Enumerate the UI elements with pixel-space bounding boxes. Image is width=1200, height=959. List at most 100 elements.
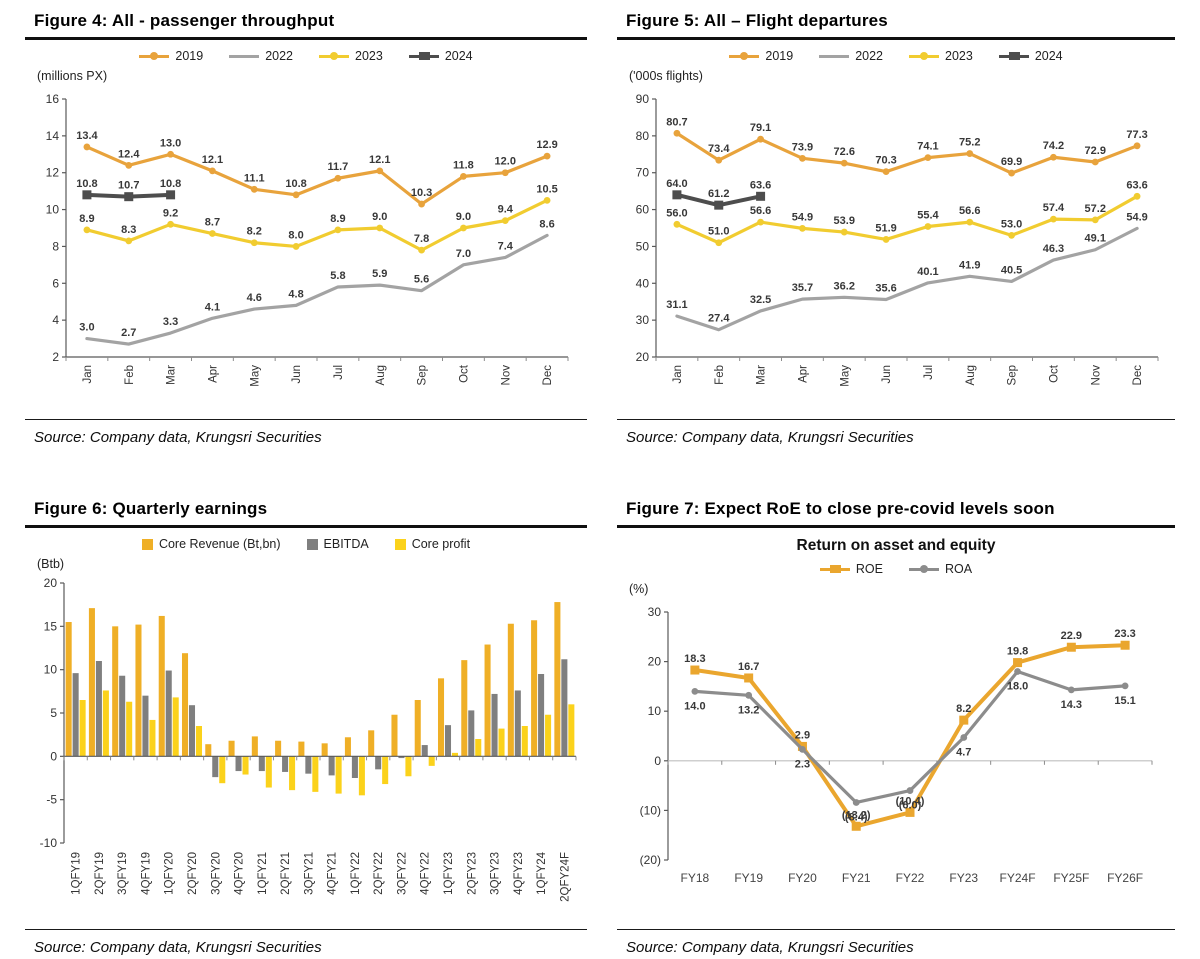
svg-text:8: 8	[52, 239, 59, 253]
svg-text:10: 10	[46, 203, 60, 217]
figure7-source-divider	[617, 929, 1175, 930]
chart-title: Return on asset and equity	[796, 537, 996, 554]
svg-text:12.9: 12.9	[536, 139, 557, 151]
svg-text:FY18: FY18	[681, 871, 710, 885]
legend-line-icon	[139, 52, 170, 60]
svg-text:4.1: 4.1	[205, 301, 220, 313]
svg-text:Dec: Dec	[1132, 365, 1144, 386]
chart-plot: 16 14 12 10 8 6 4 2 Jan Feb Mar Apr May Jun Jul Aug Sep O…	[46, 92, 569, 387]
legend-item-roe: ROE	[819, 562, 883, 576]
legend-line-icon	[819, 54, 850, 58]
svg-text:1QFY20: 1QFY20	[164, 852, 176, 895]
svg-text:5.6: 5.6	[414, 274, 429, 286]
svg-text:70: 70	[636, 166, 650, 180]
legend-line-icon	[998, 51, 1029, 60]
legend-label: 2024	[444, 49, 473, 63]
legend-item-2024: 2024	[408, 49, 473, 63]
svg-text:72.9: 72.9	[1085, 145, 1106, 157]
svg-text:1QFY23: 1QFY23	[443, 852, 455, 895]
svg-text:31.1: 31.1	[666, 299, 687, 311]
figure5-title-underline	[617, 37, 1175, 40]
figure6-panel: Figure 6: Quarterly earnings Core Revenu…	[25, 496, 587, 956]
svg-text:19.8: 19.8	[1007, 646, 1028, 658]
svg-text:57.4: 57.4	[1043, 202, 1065, 214]
legend-label: 2023	[945, 49, 973, 63]
svg-text:13.2: 13.2	[738, 704, 759, 716]
svg-text:Jul: Jul	[923, 365, 935, 380]
svg-text:12.0: 12.0	[495, 156, 516, 168]
svg-text:5: 5	[50, 706, 57, 720]
figure5-source-note: Source: Company data, Krungsri Securitie…	[626, 429, 914, 446]
svg-text:50: 50	[636, 239, 650, 253]
svg-text:2.7: 2.7	[121, 327, 136, 339]
svg-text:64.0: 64.0	[666, 178, 687, 190]
svg-text:FY20: FY20	[788, 871, 817, 885]
svg-text:(20): (20)	[640, 853, 661, 867]
svg-text:49.1: 49.1	[1085, 233, 1106, 245]
svg-text:Jun: Jun	[881, 365, 893, 384]
svg-text:9.0: 9.0	[372, 211, 387, 223]
legend-line-icon	[319, 52, 349, 60]
legend-label: Core Revenue (Bt,bn)	[158, 537, 281, 551]
legend-line-icon	[909, 565, 939, 573]
svg-text:Oct: Oct	[1048, 364, 1060, 383]
svg-text:Oct: Oct	[458, 364, 470, 383]
svg-text:75.2: 75.2	[959, 137, 980, 149]
svg-text:1QFY19: 1QFY19	[71, 852, 83, 895]
svg-text:10: 10	[44, 663, 58, 677]
svg-text:12.4: 12.4	[118, 148, 140, 160]
legend-swatch-icon	[306, 538, 318, 550]
svg-text:4QFY23: 4QFY23	[513, 852, 525, 895]
svg-text:Feb: Feb	[714, 365, 726, 385]
svg-text:30: 30	[648, 605, 662, 619]
svg-text:32.5: 32.5	[750, 294, 771, 306]
svg-text:7.8: 7.8	[414, 233, 429, 245]
legend-label: 2022	[855, 49, 883, 63]
chart-plot: 90 80 70 60 50 40 30 20 Jan Feb Mar Apr May Jun Jul Aug…	[636, 92, 1159, 387]
svg-text:55.4: 55.4	[917, 210, 939, 222]
svg-text:3QFY21: 3QFY21	[303, 852, 315, 895]
svg-text:54.9: 54.9	[792, 211, 813, 223]
svg-text:15.1: 15.1	[1114, 695, 1135, 707]
svg-text:69.9: 69.9	[1001, 156, 1022, 168]
svg-text:Jan: Jan	[82, 365, 94, 384]
svg-text:6: 6	[52, 276, 59, 290]
svg-text:27.4: 27.4	[708, 313, 730, 325]
svg-text:51.0: 51.0	[708, 226, 729, 238]
svg-text:FY26F: FY26F	[1107, 871, 1143, 885]
svg-text:2.9: 2.9	[795, 729, 810, 741]
svg-text:5.8: 5.8	[330, 270, 345, 282]
figure6-title: Figure 6: Quarterly earnings	[34, 499, 268, 518]
svg-text:11.7: 11.7	[328, 161, 349, 173]
svg-text:(13.2): (13.2)	[842, 809, 871, 821]
axis-unit-label: ('000s flights)	[629, 69, 703, 83]
legend-label: ROA	[945, 562, 973, 576]
svg-text:Aug: Aug	[375, 365, 387, 385]
svg-text:10.5: 10.5	[536, 183, 557, 195]
axis-unit-label: (%)	[629, 582, 649, 596]
svg-text:9.2: 9.2	[163, 207, 178, 219]
svg-text:63.6: 63.6	[1126, 179, 1147, 191]
svg-text:0: 0	[654, 754, 661, 768]
svg-text:FY23: FY23	[949, 871, 978, 885]
svg-text:4.7: 4.7	[956, 746, 971, 758]
svg-text:Mar: Mar	[166, 365, 178, 385]
legend-label: 2019	[175, 49, 204, 63]
svg-text:FY19: FY19	[734, 871, 763, 885]
svg-text:79.1: 79.1	[750, 122, 771, 134]
svg-text:2.3: 2.3	[795, 758, 810, 770]
legend-item-2019: 2019	[729, 49, 793, 63]
svg-text:14: 14	[46, 129, 60, 143]
svg-text:4QFY20: 4QFY20	[234, 852, 246, 895]
figure7-source-note: Source: Company data, Krungsri Securitie…	[626, 939, 914, 956]
chart-legend: 2019 2022 2023 2024	[25, 45, 587, 67]
svg-text:11.8: 11.8	[453, 159, 474, 171]
figure7-chart: Return on asset and equity ROE ROA (%) 30 20 1…	[617, 528, 1175, 927]
svg-text:3QFY23: 3QFY23	[490, 852, 502, 895]
svg-text:10.8: 10.8	[76, 178, 97, 190]
svg-text:54.9: 54.9	[1126, 211, 1147, 223]
figure4-source-note: Source: Company data, Krungsri Securitie…	[34, 429, 322, 446]
svg-text:3.0: 3.0	[79, 322, 94, 334]
svg-text:(10): (10)	[640, 803, 661, 817]
